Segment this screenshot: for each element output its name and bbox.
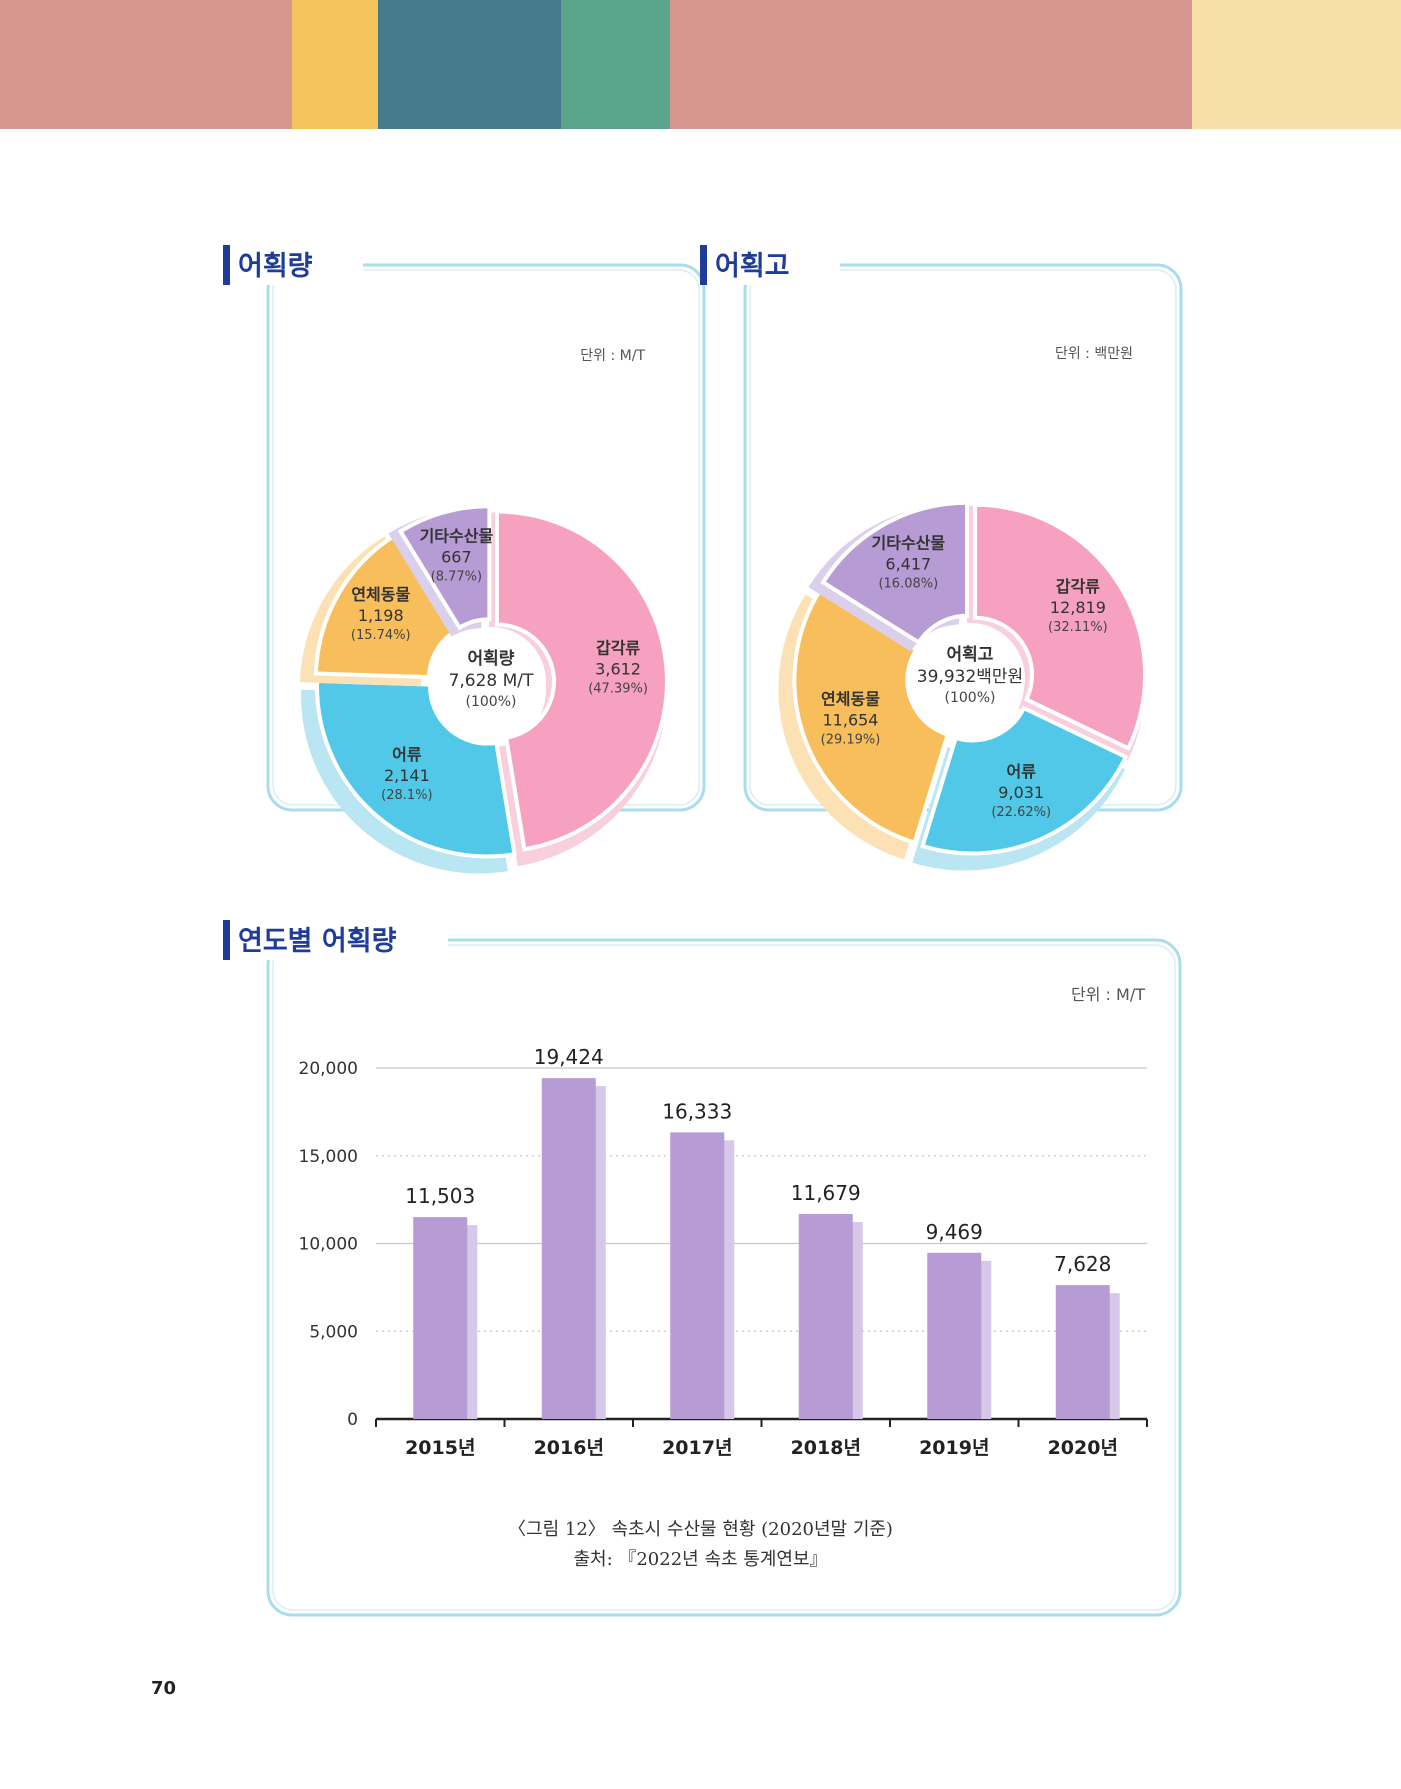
bar-value-label-2: 16,333 [662,1099,732,1123]
donut-catch-amount-label-name-3: 기타수산물 [420,526,494,545]
bar-value-label-3: 11,679 [791,1181,861,1205]
yearly-unit: 단위 : M/T [1071,985,1145,1004]
donut-catch-amount-label-name-2: 연체동물 [351,585,410,604]
x-category-label-5: 2020년 [1048,1437,1118,1459]
donut-catch-value-label-pct-1: (22.62%) [991,805,1051,820]
page-number: 70 [151,1678,177,1699]
donut-catch-amount-slice-1 [315,678,517,859]
ytick-label-1: 5,000 [309,1322,358,1342]
donut-catch-value-slice-3 [820,500,970,646]
x-category-label-4: 2019년 [919,1437,989,1459]
ytick-label-3: 15,000 [299,1147,358,1167]
bar-value-label-5: 7,628 [1054,1252,1111,1276]
donut-catch-value-label-value-1: 9,031 [998,783,1044,802]
band-segment-5 [670,0,1192,129]
donut-catch-value-center-hole [915,623,1025,733]
panel-catch-amount-heading-bar [223,245,230,285]
donut-catch-amount-slice-0 [494,509,669,852]
x-category-label-0: 2015년 [405,1437,475,1459]
donut-catch-value: 갑각류 12,819 (32.11%) 어류 9,031 (22.62%) 연체동물 11,6… [778,500,1148,871]
panel-yearly: 연도별 어획량 [223,920,1182,1617]
x-category-label-1: 2016년 [534,1437,604,1459]
donut-catch-value-label-name-0: 갑각류 [1056,577,1100,596]
donut-catch-value-label-name-3: 기타수산물 [872,533,946,552]
bar-chart: 0 5,000 10,000 15,000 20,000 11,503 2015년 19,42… [299,1045,1148,1459]
donut-catch-amount-label-pct-3: (8.77%) [431,569,482,584]
donut-catch-amount-center-hole [436,627,546,737]
bar-4 [927,1252,982,1419]
top-color-band [0,0,1401,129]
bar-3 [798,1214,853,1419]
bar-value-label-4: 9,469 [926,1220,983,1244]
panel-catch-amount-title: 어획량 [238,251,313,282]
donut-catch-amount-slice-2 [313,531,459,680]
donut-catch-value-label-pct-3: (16.08%) [878,576,938,591]
figure-caption: 〈그림 12〉 속초시 수산물 현황 (2020년말 기준) [508,1519,893,1540]
donut-catch-amount-label-pct-1: (28.1%) [381,788,432,803]
donut-catch-amount-label-name-1: 어류 [392,745,422,764]
bar-2 [670,1132,725,1419]
donut-catch-amount-label-name-0: 갑각류 [596,639,640,658]
donut-catch-value-label-pct-0: (32.11%) [1048,620,1108,635]
donut-catch-value-center-pct: (100%) [945,690,996,706]
bar-value-label-1: 19,424 [534,1045,604,1069]
x-category-label-2: 2017년 [662,1437,732,1459]
donut-catch-amount-label-value-2: 1,198 [358,606,404,625]
bar-0 [413,1217,468,1419]
bar-1 [541,1078,596,1419]
donut-catch-amount-label-value-1: 2,141 [384,766,430,785]
panel-catch-value-title: 어획고 [715,251,790,282]
panel-yearly-frame [266,938,1182,1617]
donut-catch-amount-label-value-0: 3,612 [595,660,641,679]
panel-yearly-heading-bar [223,920,230,960]
donut-catch-amount: 갑각류 3,612 (47.39%) 어류 2,141 (28.1%) 연체동물 1,198 (… [299,504,669,874]
donut-catch-amount-slice-3 [397,504,492,631]
band-segment-2 [292,0,378,129]
donut-catch-amount-center-name: 어획량 [468,649,515,669]
donut-catch-value-label-pct-2: (29.19%) [821,732,881,747]
donut-catch-amount-label-pct-2: (15.74%) [351,628,411,643]
donut-catch-value-center-value: 39,932백만원 [917,667,1023,687]
figure-source: 출처: 『2022년 속초 통계연보』 [573,1549,828,1570]
ytick-label-4: 20,000 [299,1059,358,1079]
donut-catch-value-label-value-0: 12,819 [1050,598,1106,617]
donut-catch-value-slice-1 [920,705,1129,856]
catch-value-unit: 단위 : 백만원 [1055,346,1133,362]
band-segment-6 [1192,0,1401,129]
donut-catch-amount-label-value-3: 667 [441,547,472,566]
band-segment-1 [0,0,292,129]
donut-catch-value-label-value-2: 11,654 [823,710,879,729]
donut-catch-amount-label-pct-0: (47.39%) [588,682,648,697]
panel-catch-value: 어획고 [700,245,1183,812]
donut-catch-amount-center-value: 7,628 M/T [449,671,534,691]
catch-amount-unit: 단위 : M/T [580,348,645,364]
band-segment-4 [561,0,670,129]
x-category-label-3: 2018년 [791,1437,861,1459]
panel-catch-value-heading-bar [700,245,707,285]
bar-value-label-0: 11,503 [405,1184,475,1208]
donut-catch-value-center-name: 어획고 [947,645,994,665]
donut-catch-value-slice-2 [792,586,951,846]
band-segment-3 [378,0,561,129]
panel-catch-amount-heading-bg [223,245,363,285]
ytick-label-2: 10,000 [299,1235,358,1255]
panel-yearly-heading-bg [223,920,448,960]
bar-5 [1055,1285,1110,1419]
donut-catch-value-slice-0 [973,502,1148,751]
panel-yearly-frame-inner [272,944,1176,1611]
donut-catch-value-label-name-2: 연체동물 [821,689,880,708]
donut-catch-amount-center-pct: (100%) [466,694,517,710]
panel-catch-value-heading-bg [700,245,840,285]
donut-catch-value-label-name-1: 어류 [1006,762,1036,781]
ytick-label-0: 0 [347,1410,358,1430]
panel-yearly-title: 연도별 어획량 [238,926,397,957]
donut-catch-value-label-value-3: 6,417 [885,554,931,573]
